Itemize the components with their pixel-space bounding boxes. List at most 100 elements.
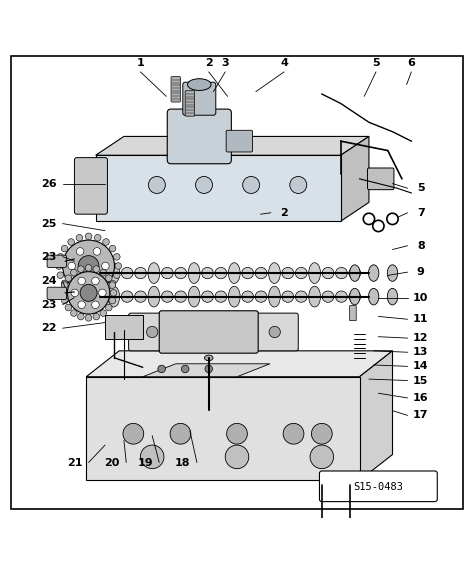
Ellipse shape xyxy=(148,286,160,307)
FancyBboxPatch shape xyxy=(251,313,298,351)
Ellipse shape xyxy=(94,267,106,279)
Circle shape xyxy=(103,238,109,245)
Ellipse shape xyxy=(295,267,307,279)
Circle shape xyxy=(71,310,77,316)
Circle shape xyxy=(94,234,101,241)
Ellipse shape xyxy=(188,263,200,284)
Circle shape xyxy=(63,240,115,292)
Text: 20: 20 xyxy=(104,458,120,467)
FancyBboxPatch shape xyxy=(74,158,108,214)
Circle shape xyxy=(170,423,191,444)
Circle shape xyxy=(85,315,92,321)
FancyBboxPatch shape xyxy=(185,91,195,116)
Circle shape xyxy=(101,262,109,270)
Ellipse shape xyxy=(387,288,398,305)
Text: 5: 5 xyxy=(372,58,380,68)
Circle shape xyxy=(65,275,72,281)
Polygon shape xyxy=(86,351,392,377)
Ellipse shape xyxy=(108,263,119,284)
Ellipse shape xyxy=(282,291,294,302)
Circle shape xyxy=(61,280,68,287)
Circle shape xyxy=(106,275,112,281)
Circle shape xyxy=(158,365,165,373)
Text: 19: 19 xyxy=(137,458,153,467)
Circle shape xyxy=(146,327,158,338)
Ellipse shape xyxy=(175,267,187,279)
Ellipse shape xyxy=(242,267,254,279)
Ellipse shape xyxy=(309,263,320,284)
Circle shape xyxy=(100,310,107,316)
Ellipse shape xyxy=(350,265,360,281)
Text: 18: 18 xyxy=(175,458,191,467)
Text: 1: 1 xyxy=(137,58,144,68)
Circle shape xyxy=(67,272,110,314)
Circle shape xyxy=(93,266,100,272)
Polygon shape xyxy=(341,136,369,221)
Circle shape xyxy=(78,255,99,276)
Circle shape xyxy=(123,423,144,444)
Circle shape xyxy=(99,289,106,297)
Text: 3: 3 xyxy=(221,58,229,68)
Ellipse shape xyxy=(162,267,173,279)
Circle shape xyxy=(85,233,92,240)
Circle shape xyxy=(345,522,356,533)
Circle shape xyxy=(113,272,120,279)
Circle shape xyxy=(76,234,82,241)
FancyBboxPatch shape xyxy=(128,313,176,351)
Ellipse shape xyxy=(349,267,361,279)
Circle shape xyxy=(205,365,212,373)
Text: 24: 24 xyxy=(41,276,56,286)
Circle shape xyxy=(227,423,247,444)
Text: 14: 14 xyxy=(413,362,428,371)
FancyBboxPatch shape xyxy=(47,287,66,299)
Circle shape xyxy=(290,176,307,193)
Circle shape xyxy=(78,301,85,308)
Text: 16: 16 xyxy=(413,393,428,403)
Ellipse shape xyxy=(269,286,280,307)
Text: 6: 6 xyxy=(408,58,415,68)
Circle shape xyxy=(94,291,101,298)
FancyBboxPatch shape xyxy=(159,311,258,353)
Circle shape xyxy=(55,263,62,270)
Circle shape xyxy=(113,254,120,260)
Circle shape xyxy=(91,301,99,308)
Circle shape xyxy=(62,282,68,289)
Circle shape xyxy=(109,280,116,287)
Circle shape xyxy=(311,423,332,444)
Text: 7: 7 xyxy=(417,208,425,218)
Circle shape xyxy=(76,247,84,255)
Ellipse shape xyxy=(228,263,240,284)
Text: 17: 17 xyxy=(413,410,428,420)
Ellipse shape xyxy=(242,291,254,302)
Ellipse shape xyxy=(135,291,146,302)
Text: 22: 22 xyxy=(41,323,56,333)
Circle shape xyxy=(65,304,72,311)
Text: 15: 15 xyxy=(413,376,428,385)
Ellipse shape xyxy=(148,263,160,284)
Ellipse shape xyxy=(204,355,213,360)
Circle shape xyxy=(109,245,116,252)
Circle shape xyxy=(80,284,97,301)
Circle shape xyxy=(71,270,77,276)
Bar xyxy=(96,155,341,221)
Circle shape xyxy=(93,277,101,284)
Circle shape xyxy=(78,266,84,272)
Text: 11: 11 xyxy=(413,314,428,324)
Circle shape xyxy=(269,327,280,338)
Text: 5: 5 xyxy=(417,183,425,193)
Ellipse shape xyxy=(255,267,267,279)
Ellipse shape xyxy=(282,267,294,279)
Circle shape xyxy=(148,176,165,193)
Circle shape xyxy=(78,277,85,285)
Circle shape xyxy=(61,245,68,252)
Ellipse shape xyxy=(255,291,267,302)
FancyBboxPatch shape xyxy=(226,131,253,152)
FancyBboxPatch shape xyxy=(167,109,231,164)
FancyBboxPatch shape xyxy=(47,255,66,267)
Circle shape xyxy=(110,290,117,296)
Ellipse shape xyxy=(349,291,361,302)
Text: 23: 23 xyxy=(41,251,56,262)
Circle shape xyxy=(76,291,82,298)
Ellipse shape xyxy=(368,288,379,305)
Circle shape xyxy=(316,522,328,533)
